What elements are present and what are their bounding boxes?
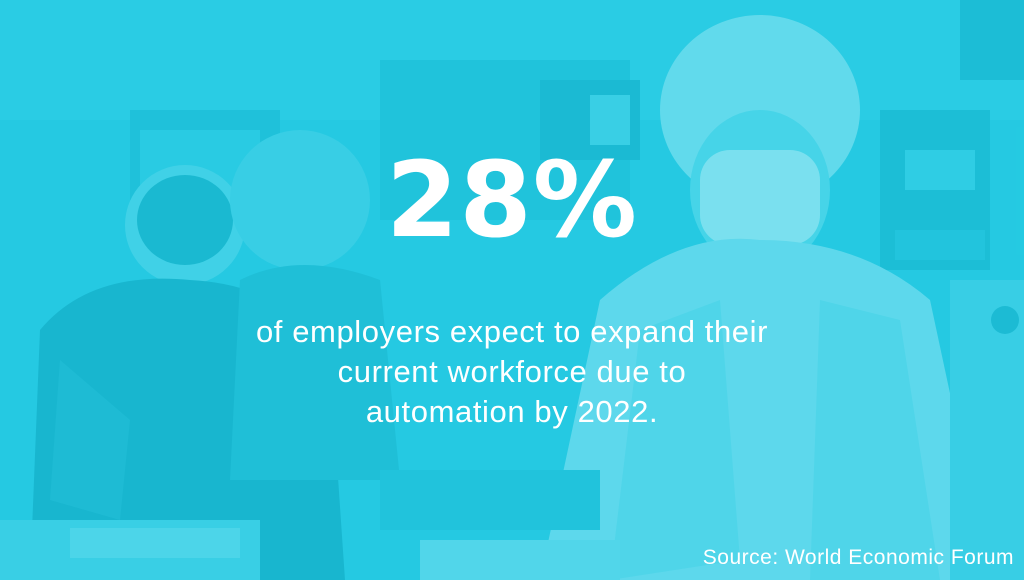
stat-description-line-2: current workforce due to [337,354,687,389]
stat-description-line-1: of employers expect to expand their [255,314,769,349]
stat-description-line-3: automation by 2022. [365,394,659,429]
stat-percentage: 28% [386,139,638,261]
stat-description: of employers expect to expand their curr… [162,312,862,432]
source-credit: Source: World Economic Forum [702,546,1014,569]
